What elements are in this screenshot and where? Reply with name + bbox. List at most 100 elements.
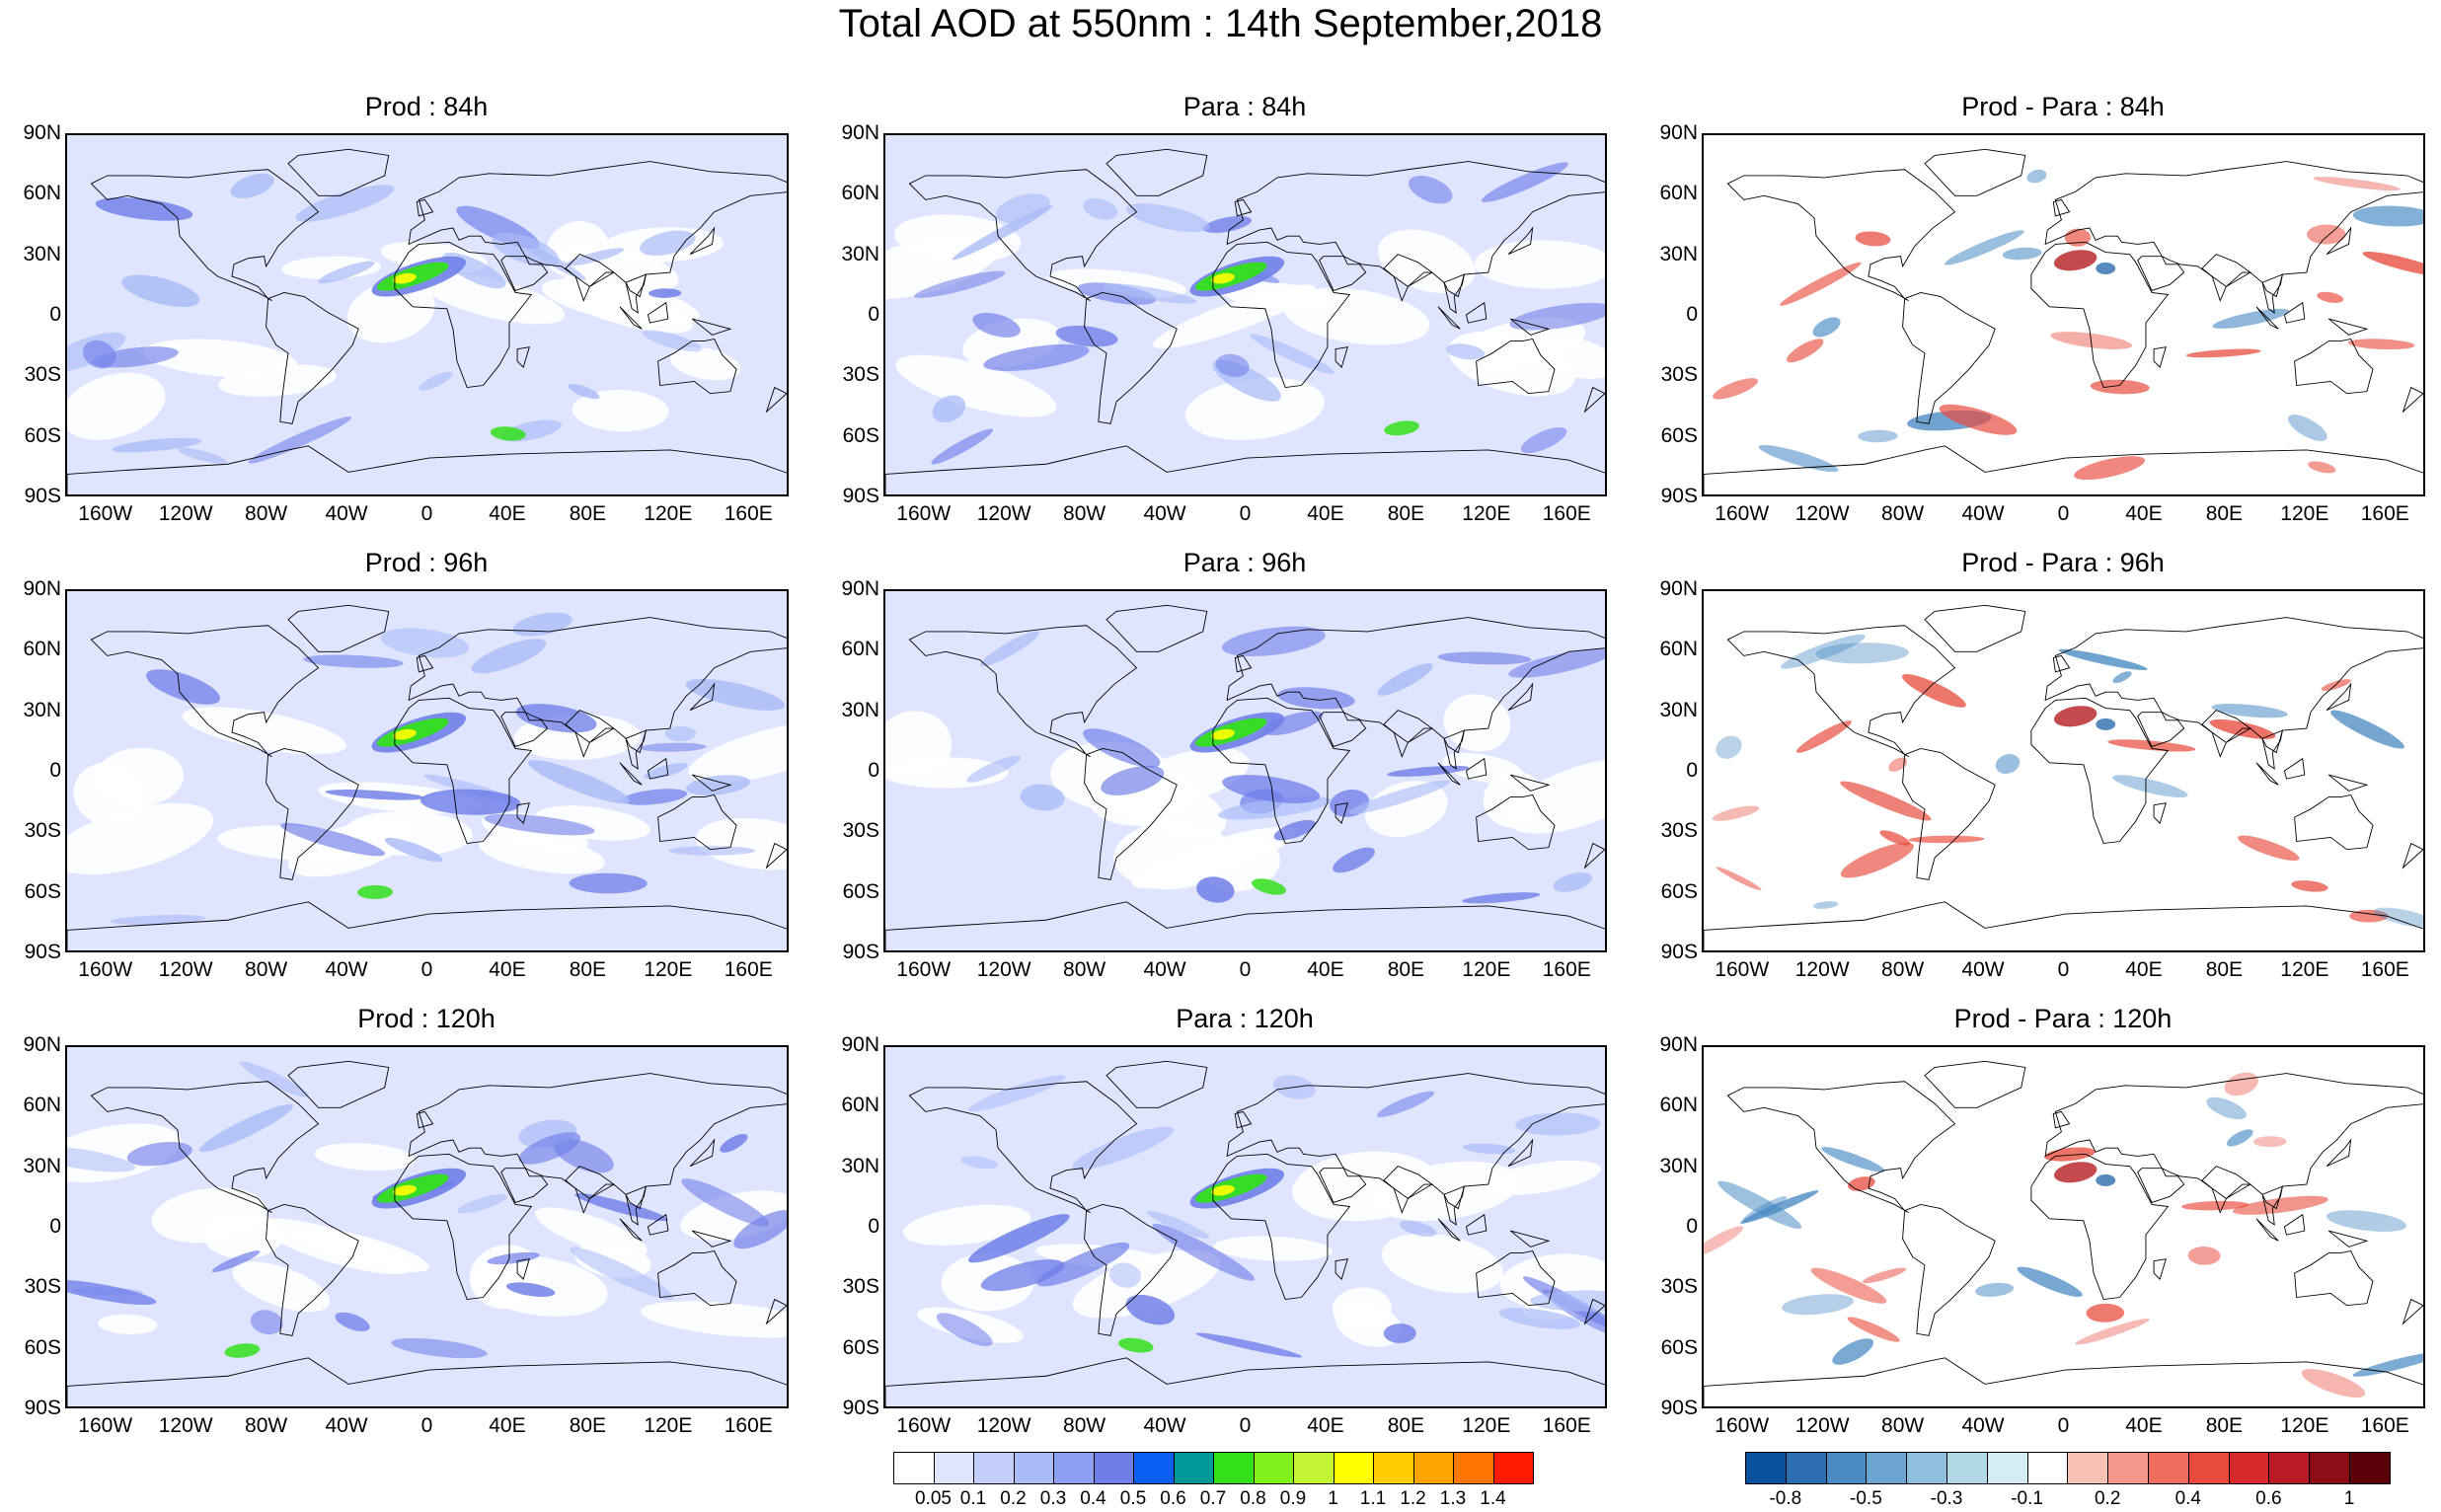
aod-map	[65, 1045, 789, 1408]
colorbar-swatch	[2187, 1452, 2230, 1484]
panel-title: Para : 120h	[1176, 1004, 1314, 1033]
map-field	[885, 591, 1605, 950]
latitude-tick-label: 0	[49, 303, 61, 326]
longitude-tick-label: 120W	[1794, 1414, 1850, 1437]
longitude-tick-label: 160E	[2360, 1414, 2409, 1437]
panel-title: Prod : 96h	[364, 548, 489, 577]
latitude-tick-label: 60S	[1660, 423, 1698, 447]
latitude-tick-label: 30S	[842, 819, 879, 843]
latitude-tick-label: 90S	[1660, 941, 1698, 963]
longitude-tick-label: 160E	[724, 1414, 773, 1437]
longitude-tick-label: 120W	[976, 1414, 1031, 1437]
panel-title: Prod - Para : 120h	[1953, 1004, 2173, 1033]
colorbar-tick-label: 0.5	[1119, 1488, 1147, 1509]
latitude-tick-label: 30N	[23, 698, 61, 721]
difference-map	[1702, 589, 2425, 952]
colorbar-tick-label: 0.05	[915, 1488, 952, 1509]
longitude-tick-label: 120E	[2280, 958, 2329, 981]
latitude-tick-label: 90S	[1660, 1397, 1698, 1419]
colorbar-tick-label: 0.4	[1080, 1488, 1106, 1509]
longitude-tick-label: 0	[1239, 502, 1252, 525]
aod-map	[883, 133, 1607, 496]
colorbar-swatch	[1373, 1452, 1414, 1484]
longitude-tick-label: 160W	[896, 1414, 952, 1437]
longitude-tick-label: 80E	[1387, 1414, 1425, 1437]
colorbar-swatch	[973, 1452, 1015, 1484]
latitude-tick-label: 30S	[24, 819, 61, 843]
latitude-tick-label: 0	[868, 303, 879, 326]
colorbar-tick-label: 0.2	[2094, 1488, 2121, 1509]
longitude-tick-label: 0	[420, 1414, 433, 1437]
colorbar-tick-label: 0.6	[1160, 1488, 1186, 1509]
longitude-tick-label: 160E	[1542, 1414, 1591, 1437]
longitude-tick-label: 120E	[1462, 502, 1511, 525]
colorbar-tick-label: -0.1	[2011, 1488, 2043, 1509]
map-field	[885, 135, 1605, 494]
colorbar-swatch	[2228, 1452, 2270, 1484]
map-field	[67, 135, 787, 494]
latitude-tick-label: 60N	[1659, 1094, 1698, 1117]
panel-title: Prod - Para : 96h	[1961, 548, 2165, 577]
colorbar-tick-label: 1.4	[1480, 1488, 1506, 1509]
longitude-tick-label: 80E	[569, 502, 607, 525]
longitude-tick-label: 40E	[1307, 502, 1344, 525]
longitude-tick-label: 120W	[158, 502, 213, 525]
colorbar-swatch	[1013, 1452, 1054, 1484]
longitude-tick-label: 160W	[1715, 502, 1770, 525]
longitude-tick-label: 0	[1239, 1414, 1252, 1437]
longitude-tick-label: 80W	[1063, 502, 1106, 525]
longitude-tick-label: 160W	[896, 958, 952, 981]
map-field	[67, 1047, 787, 1406]
colorbar-tick-label: 1	[1328, 1488, 1338, 1509]
colorbar-swatch	[1093, 1452, 1134, 1484]
latitude-tick-label: 60S	[1660, 1335, 1698, 1359]
longitude-tick-label: 40E	[489, 502, 526, 525]
latitude-tick-label: 90N	[1659, 577, 1698, 600]
longitude-tick-label: 120W	[158, 1414, 213, 1437]
longitude-tick-label: 80W	[245, 502, 288, 525]
longitude-tick-label: 80E	[569, 1414, 607, 1437]
latitude-tick-label: 60N	[23, 182, 61, 205]
latitude-tick-label: 60N	[1659, 638, 1698, 661]
latitude-tick-label: 90S	[1660, 485, 1698, 507]
longitude-tick-label: 160W	[1715, 1414, 1770, 1437]
longitude-tick-label: 160E	[1542, 958, 1591, 981]
latitude-tick-label: 30S	[1660, 819, 1698, 843]
longitude-tick-label: 40W	[1143, 502, 1186, 525]
colorbar-tick-label: -0.5	[1850, 1488, 1882, 1509]
longitude-tick-label: 160W	[78, 958, 133, 981]
colorbar-swatch	[1866, 1452, 1908, 1484]
latitude-tick-label: 30N	[1659, 242, 1698, 265]
longitude-tick-label: 80W	[245, 1414, 288, 1437]
latitude-tick-label: 30S	[842, 1275, 879, 1299]
colorbar-swatch	[2268, 1452, 2311, 1484]
longitude-tick-label: 40W	[1143, 1414, 1186, 1437]
latitude-tick-label: 90S	[842, 941, 879, 963]
longitude-tick-label: 80W	[1881, 958, 1925, 981]
latitude-tick-label: 90S	[842, 485, 879, 507]
latitude-tick-label: 0	[1686, 1215, 1698, 1238]
aod-map	[65, 589, 789, 952]
longitude-tick-label: 40E	[489, 1414, 526, 1437]
latitude-tick-label: 60S	[24, 423, 61, 447]
panel-title: Para : 96h	[1182, 548, 1307, 577]
longitude-tick-label: 160E	[1542, 502, 1591, 525]
longitude-tick-label: 120E	[2280, 502, 2329, 525]
latitude-tick-label: 60N	[841, 1094, 879, 1117]
colorbar-tick-label: 0.4	[2174, 1488, 2201, 1509]
latitude-tick-label: 60S	[24, 1335, 61, 1359]
latitude-tick-label: 0	[49, 1215, 61, 1238]
colorbar-swatch	[1412, 1452, 1454, 1484]
panel-title: Prod : 120h	[357, 1004, 496, 1033]
longitude-tick-label: 0	[420, 502, 433, 525]
longitude-tick-label: 80W	[1063, 1414, 1106, 1437]
longitude-tick-label: 120W	[1794, 502, 1850, 525]
latitude-tick-label: 90S	[24, 941, 61, 963]
colorbar-swatch	[1986, 1452, 2028, 1484]
longitude-tick-label: 120W	[976, 502, 1031, 525]
panel-title: Para : 84h	[1182, 92, 1307, 121]
colorbar-swatch	[1453, 1452, 1494, 1484]
colorbar-tick-label: 0.2	[1000, 1488, 1027, 1509]
colorbar-tick-label: -0.3	[1930, 1488, 1963, 1509]
longitude-tick-label: 40W	[325, 502, 368, 525]
